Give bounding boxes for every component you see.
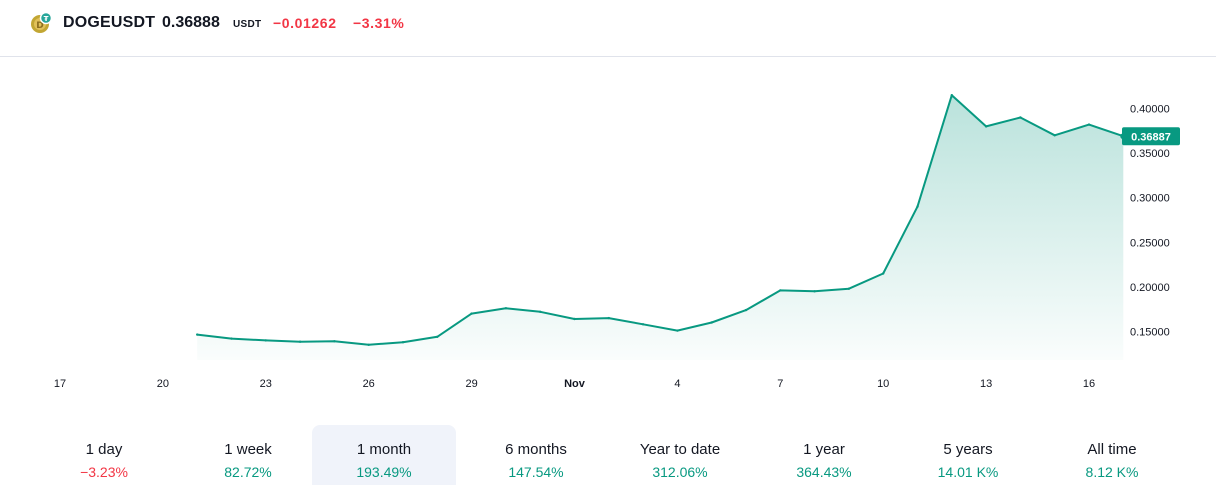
period-change-value: 8.12 K% [1085, 464, 1139, 480]
price-point [230, 337, 233, 340]
period-tab[interactable]: 1 year 364.43% [752, 425, 896, 485]
price-point [196, 333, 199, 336]
x-tick-label: 29 [465, 378, 477, 390]
svg-text:₮: ₮ [44, 15, 49, 23]
period-label: Year to date [639, 441, 721, 458]
y-tick-label: 0.30000 [1130, 193, 1170, 205]
x-tick-label: 23 [260, 378, 272, 390]
doge-coin-icon: D ₮ [31, 12, 52, 33]
y-tick-label: 0.20000 [1130, 282, 1170, 294]
price-point [984, 125, 988, 128]
x-tick-label: 10 [877, 378, 889, 390]
period-change-value: 147.54% [508, 464, 564, 480]
price-point [436, 335, 439, 338]
period-tab[interactable]: 1 day −3.23% [32, 425, 176, 485]
last-price: 0.36888 [162, 14, 220, 31]
y-tick-label: 0.25000 [1130, 237, 1170, 249]
y-tick-label: 0.15000 [1130, 327, 1170, 339]
x-tick-label: 13 [980, 378, 992, 390]
x-tick-label: 17 [54, 378, 66, 390]
period-label: 6 months [505, 441, 567, 458]
price-point [847, 287, 851, 290]
price-change-percent: −3.31% [353, 15, 405, 31]
price-point [470, 312, 473, 315]
price-point [539, 310, 542, 313]
price-point [813, 290, 816, 293]
price-point [744, 308, 748, 312]
period-label: 1 month [356, 441, 412, 458]
price-point [401, 341, 405, 344]
period-tab[interactable]: 6 months 147.54% [464, 425, 608, 485]
price-change: −0.01262 [273, 15, 337, 31]
period-change-value: 193.49% [356, 464, 412, 480]
period-tabs: 1 day −3.23% 1 week 82.72% 1 month 193.49% 6 m… [32, 425, 1184, 485]
x-tick-label: 16 [1083, 378, 1095, 390]
period-change-value: −3.23% [80, 464, 128, 480]
price-currency: USDT [233, 19, 262, 30]
period-tab[interactable]: 1 week 82.72% [176, 425, 320, 485]
period-change-value: 364.43% [796, 464, 852, 480]
period-change-value: 312.06% [652, 464, 708, 480]
x-tick-label: 26 [363, 378, 375, 390]
price-point [882, 272, 885, 275]
x-tick-label: 20 [157, 378, 169, 390]
price-point [1019, 116, 1022, 119]
x-tick-label: 4 [674, 378, 680, 390]
y-tick-label: 0.35000 [1130, 148, 1170, 160]
period-change-value: 82.72% [224, 464, 272, 480]
price-point [607, 316, 610, 320]
price-point [710, 321, 713, 324]
price-point [676, 329, 679, 332]
period-label: All time [1087, 441, 1137, 458]
period-label: 1 day [85, 441, 123, 458]
price-point [264, 339, 267, 342]
price-point [367, 343, 370, 346]
period-tab[interactable]: All time 8.12 K% [1040, 425, 1184, 485]
price-line [197, 94, 1124, 346]
period-tab[interactable]: 5 years 14.01 K% [896, 425, 1040, 485]
price-point [1053, 134, 1056, 137]
svg-text:D: D [36, 21, 43, 31]
price-point [641, 323, 645, 326]
y-tick-label: 0.40000 [1130, 104, 1170, 116]
period-change-value: 14.01 K% [937, 464, 999, 480]
period-label: 1 week [224, 441, 272, 458]
price-point [1087, 123, 1091, 126]
price-point [504, 307, 508, 310]
price-point [916, 205, 919, 208]
x-tick-label: Nov [564, 378, 586, 390]
symbol-header: D ₮ DOGEUSDT 0.36888 USDT −0.01262 −3.31… [0, 0, 1216, 57]
period-tab[interactable]: Year to date 312.06% [608, 425, 752, 485]
symbol-name[interactable]: DOGEUSDT [63, 14, 156, 31]
period-tab[interactable]: 1 month 193.49% [312, 425, 456, 485]
price-point [333, 340, 336, 343]
price-point [298, 340, 302, 343]
price-chart[interactable]: 0.40000 0.35000 0.30000 0.25000 0.20000 0.150… [0, 60, 1216, 400]
current-price-label: 0.36887 [1131, 131, 1171, 143]
price-point [573, 317, 576, 321]
current-price-tag [1122, 127, 1180, 146]
price-area-fill [197, 95, 1124, 360]
period-label: 1 year [803, 441, 845, 458]
price-point [779, 289, 782, 292]
period-label: 5 years [943, 441, 993, 458]
price-point [950, 94, 953, 97]
x-tick-label: 7 [777, 378, 783, 390]
